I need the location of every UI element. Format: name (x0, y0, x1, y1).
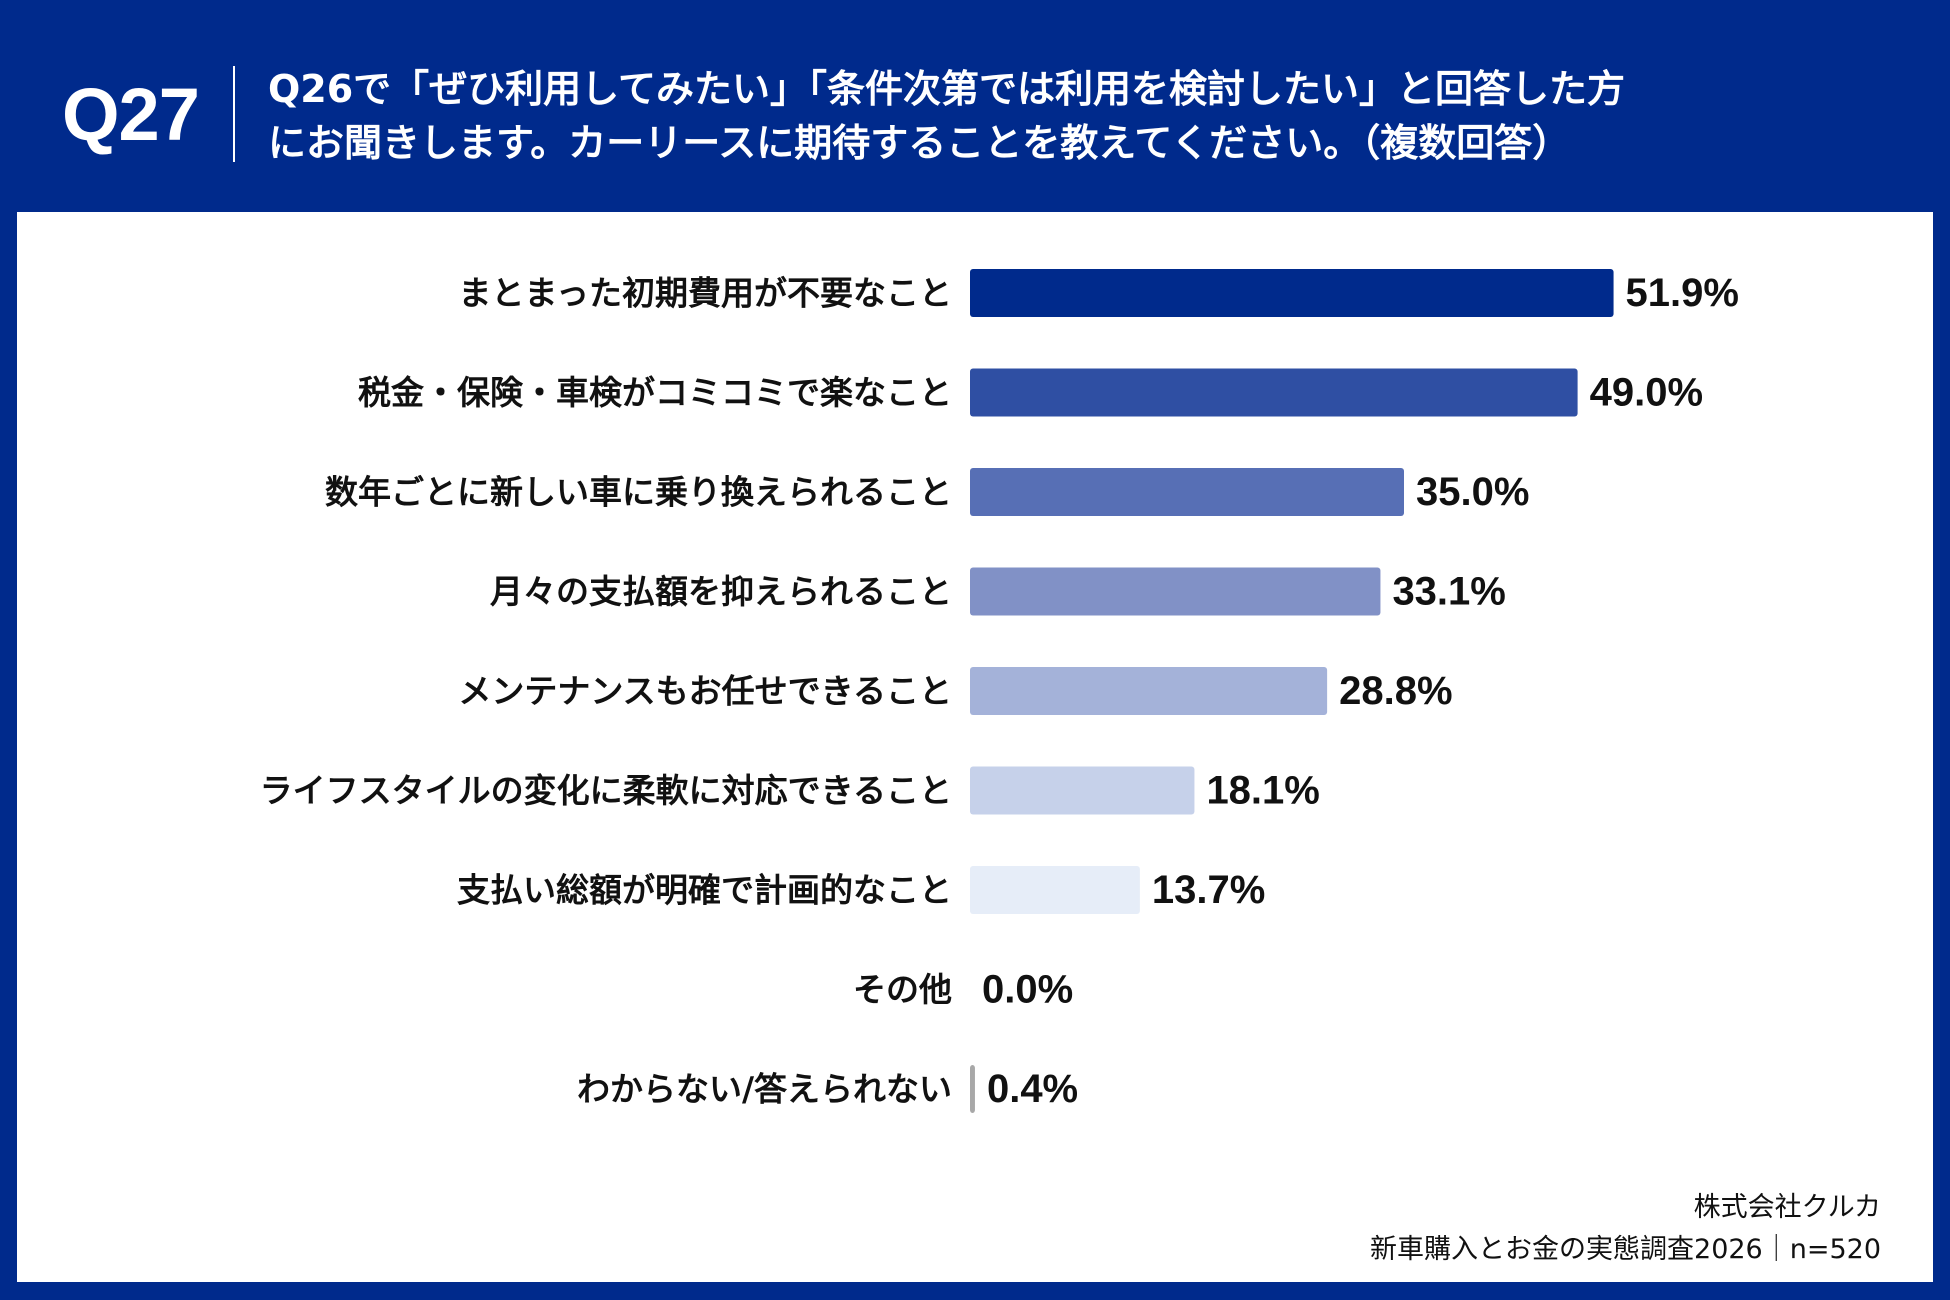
category-label: 月々の支払額を抑えられること (490, 572, 952, 611)
header: Q27 Q26で「ぜひ利用してみたい」「条件次第では利用を検討したい」と回答した… (0, 0, 1950, 212)
chart-panel: まとまった初期費用が不要なこと 51.9% 税金・保険・車検がコミコミで楽なこと 49… (17, 212, 1933, 1282)
category-label: メンテナンスもお任せできること (458, 672, 952, 711)
category-label: その他 (853, 970, 952, 1009)
category-label: 支払い総額が明確で計画的なこと (457, 871, 952, 910)
bar (970, 368, 1578, 417)
bar (970, 269, 1614, 317)
question-line-2: にお聞きします。カーリースに期待することを教えてください。（複数回答） (268, 121, 1571, 165)
value-label: 49.0% (1590, 371, 1703, 415)
bar (970, 667, 1328, 715)
question-number: Q27 (62, 73, 200, 156)
category-label: 数年ごとに新しい車に乗り換えられること (325, 473, 952, 512)
bar-chart: まとまった初期費用が不要なこと 51.9% 税金・保険・車検がコミコミで楽なこと 49… (260, 269, 1739, 1113)
question-line-1: Q26で「ぜひ利用してみたい」「条件次第では利用を検討したい」と回答した方 (268, 67, 1626, 111)
bar (970, 1065, 975, 1113)
value-label: 33.1% (1392, 570, 1505, 614)
category-label: わからない/答えられない (577, 1070, 952, 1109)
header-divider (233, 66, 235, 162)
category-label: 税金・保険・車検がコミコミで楽なこと (358, 373, 952, 412)
footer-company: 株式会社クルカ (1693, 1192, 1881, 1223)
value-label: 35.0% (1416, 470, 1529, 514)
bar (970, 766, 1195, 815)
value-label: 18.1% (1206, 769, 1319, 813)
question-text: Q26で「ぜひ利用してみたい」「条件次第では利用を検討したい」と回答した方 にお… (268, 62, 1908, 170)
value-label: 13.7% (1152, 868, 1265, 912)
value-label: 0.0% (982, 968, 1073, 1012)
bar (970, 468, 1404, 516)
footer-survey: 新車購入とお金の実態調査2026｜n=520 (1370, 1234, 1881, 1265)
value-label: 51.9% (1626, 271, 1739, 315)
category-label: ライフスタイルの変化に柔軟に対応できること (260, 771, 952, 810)
bar (970, 866, 1140, 914)
category-label: まとまった初期費用が不要なこと (458, 274, 952, 313)
value-label: 0.4% (987, 1067, 1078, 1111)
value-label: 28.8% (1339, 669, 1452, 713)
bar (970, 567, 1381, 616)
